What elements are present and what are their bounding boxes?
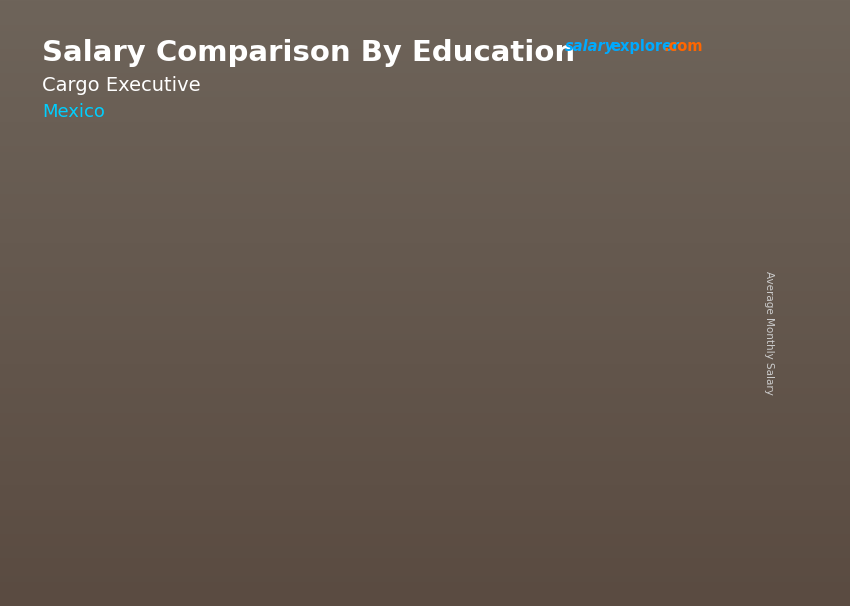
Text: 25,100 MXN: 25,100 MXN xyxy=(96,318,173,331)
Text: Mexico: Mexico xyxy=(42,103,105,121)
Circle shape xyxy=(712,69,737,92)
Bar xyxy=(586,206,669,497)
Text: +13%: +13% xyxy=(196,237,264,257)
Text: salary: salary xyxy=(565,39,615,55)
Text: 46,200 MXN: 46,200 MXN xyxy=(576,185,653,198)
Text: +32%: +32% xyxy=(357,167,424,187)
Polygon shape xyxy=(266,311,360,319)
Text: 28,300 MXN: 28,300 MXN xyxy=(257,298,333,311)
Bar xyxy=(266,319,349,497)
Bar xyxy=(741,52,774,109)
Bar xyxy=(708,52,741,109)
Text: explorer: explorer xyxy=(610,39,680,55)
Bar xyxy=(426,262,509,497)
Polygon shape xyxy=(669,195,680,497)
Text: Average Monthly Salary: Average Monthly Salary xyxy=(764,271,774,395)
Bar xyxy=(106,339,189,497)
Polygon shape xyxy=(189,333,201,497)
Text: .com: .com xyxy=(664,39,703,55)
Text: +24%: +24% xyxy=(517,118,584,138)
Text: 37,300 MXN: 37,300 MXN xyxy=(416,241,493,254)
Polygon shape xyxy=(426,253,520,262)
Circle shape xyxy=(717,73,733,88)
Polygon shape xyxy=(509,253,520,497)
Polygon shape xyxy=(349,311,360,497)
Bar xyxy=(676,52,708,109)
Polygon shape xyxy=(106,333,201,339)
Text: Cargo Executive: Cargo Executive xyxy=(42,76,201,95)
Text: Salary Comparison By Education: Salary Comparison By Education xyxy=(42,39,575,67)
Polygon shape xyxy=(586,195,680,206)
